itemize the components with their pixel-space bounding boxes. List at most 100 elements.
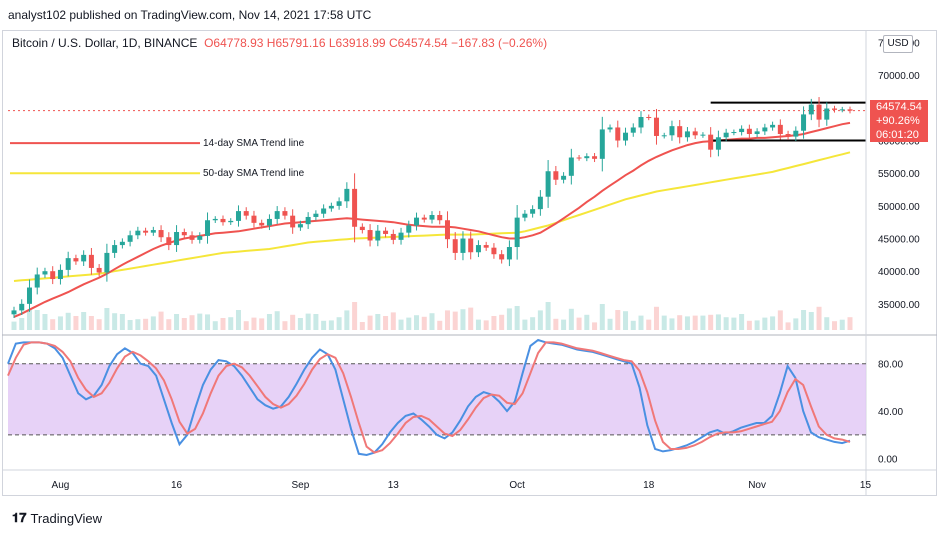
candle-body: [321, 208, 327, 214]
volume-bar: [684, 316, 690, 330]
candle-body: [251, 215, 257, 223]
last-price-badge: 64574.54 +90.26% 06:01:20: [870, 100, 928, 142]
volume-bar: [832, 321, 838, 330]
volume-bar: [638, 315, 644, 330]
price-tick-label: 35000.00: [878, 300, 920, 311]
volume-bar: [282, 321, 288, 330]
candle-body: [468, 238, 474, 253]
volume-bar: [65, 312, 71, 330]
candle-body: [197, 235, 203, 240]
open-value: O64778.93: [204, 36, 264, 50]
candle-body: [808, 104, 814, 115]
footer: 𝟏𝟕 TradingView: [12, 510, 102, 526]
volume-bar: [189, 315, 195, 330]
candle-body: [592, 156, 598, 159]
volume-bar: [328, 320, 334, 330]
candle-body: [692, 131, 698, 136]
candle-body: [499, 254, 505, 260]
candle-body: [336, 201, 342, 206]
volume-bar: [483, 320, 489, 330]
volume-bar: [34, 310, 40, 330]
high-value: H65791.16: [266, 36, 326, 50]
volume-bar: [630, 320, 636, 330]
candle-body: [785, 134, 791, 137]
time-tick-label: Aug: [52, 480, 70, 491]
volume-bars: [11, 302, 853, 330]
candle-body: [104, 252, 110, 273]
candle-body: [708, 134, 714, 150]
volume-bar: [259, 318, 265, 330]
candle-body: [328, 205, 334, 209]
candle-body: [754, 131, 760, 134]
stoch-d-line: [7, 341, 851, 454]
candle-body: [452, 239, 458, 253]
low-value: L63918.99: [328, 36, 386, 50]
candle-body: [824, 108, 830, 120]
volume-bar: [274, 311, 280, 330]
time-tick-label: Sep: [292, 480, 310, 491]
candle-body: [630, 127, 636, 133]
candle-body: [475, 245, 481, 253]
time-tick-label: 18: [643, 480, 655, 491]
candle-body: [259, 222, 265, 226]
volume-bar: [266, 314, 272, 330]
volume-bar: [112, 313, 118, 330]
volume-bar: [537, 310, 543, 330]
candle-body: [34, 274, 40, 288]
candle-body: [367, 230, 373, 241]
currency-button[interactable]: USD: [883, 35, 913, 53]
volume-bar: [228, 317, 234, 330]
rsi-tick-label: 40.00: [878, 407, 903, 418]
candle-body: [731, 132, 737, 134]
volume-bar: [584, 314, 590, 330]
last-price: 64574.54: [876, 101, 922, 113]
volume-bar: [623, 311, 629, 330]
candle-body: [661, 135, 667, 137]
volume-bar: [661, 315, 667, 330]
volume-bar: [135, 319, 141, 330]
volume-bar: [816, 306, 822, 330]
candle-body: [235, 211, 241, 221]
volume-bar: [553, 318, 559, 330]
volume-bar: [243, 321, 249, 330]
candle-body: [832, 108, 838, 110]
volume-bar: [692, 315, 698, 330]
price-change: +90.26%: [876, 115, 920, 127]
volume-bar: [514, 306, 520, 330]
volume-bar: [88, 316, 94, 330]
candle-body: [700, 134, 706, 136]
volume-bar: [545, 302, 551, 330]
volume-bar: [437, 320, 443, 330]
candle-body: [801, 114, 807, 131]
time-tick-label: Nov: [748, 480, 766, 491]
candle-body: [584, 156, 590, 159]
candle-body: [313, 213, 319, 217]
volume-bar: [375, 314, 381, 330]
chart-frame: [2, 30, 937, 496]
candle-body: [119, 241, 125, 246]
volume-bar: [344, 310, 350, 330]
close-value: C64574.54: [388, 36, 448, 50]
change-value: −167.83 (−0.26%): [451, 36, 548, 50]
volume-bar: [96, 319, 102, 330]
volume-bar: [499, 314, 505, 330]
candle-body: [762, 127, 768, 132]
sma50-line: [13, 151, 851, 282]
volume-bar: [119, 314, 125, 330]
stoch-rsi-pane: [7, 338, 866, 457]
volume-bar: [158, 311, 164, 330]
candle-body: [715, 137, 721, 150]
overbought-oversold-band: [8, 363, 866, 435]
volume-bar: [777, 310, 783, 330]
candle-body: [220, 218, 226, 223]
candle-body: [646, 117, 652, 119]
volume-bar: [839, 319, 845, 330]
volume-bar: [57, 316, 63, 330]
volume-bar: [313, 314, 319, 330]
bar-countdown: 06:01:20: [876, 129, 919, 141]
candle-body: [11, 310, 17, 315]
candle-body: [491, 247, 497, 255]
candle-body: [205, 220, 211, 236]
volume-bar: [653, 306, 659, 330]
